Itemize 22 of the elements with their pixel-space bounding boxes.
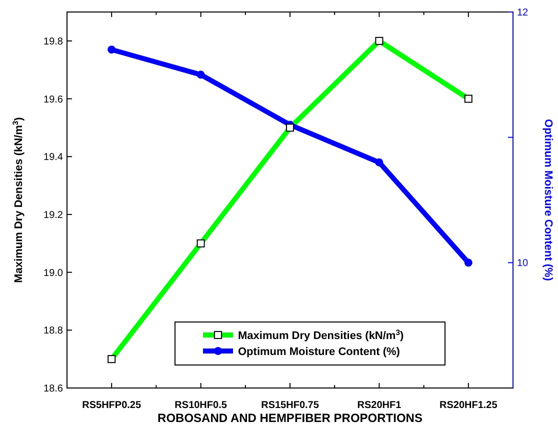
y-tick-label: 18.6 [44,384,64,394]
y2-tick-label: 12 [517,8,529,18]
y-tick-label: 19.8 [44,36,64,48]
x-axis-title: ROBOSAND AND HEMPFIBER PROPORTIONS [158,411,422,425]
x-tick-label: RS20HF1.25 [439,400,498,411]
y-tick-label: 19.4 [44,152,64,164]
point [108,46,116,54]
legend-label: Maximum Dry Densities (kN/m$^{3}$) [238,327,404,342]
x-tick-label: RS5HFP0.25 [82,400,142,411]
x-tick-label: RS20HF1 [357,400,402,411]
point [375,158,384,166]
y-tick-label: 18.8 [44,326,64,337]
y-tick-label: 19.2 [44,210,64,221]
x-tick-label: RS15HF0.75 [261,400,320,411]
y-tick-label: 19.6 [44,94,64,106]
point [196,70,205,79]
legend-label: Optimum Moisture Content (%) [238,346,400,358]
point [464,258,472,267]
y-tick-label: 19.0 [44,268,64,279]
y2-tick-label: 10 [517,258,529,270]
y2-axis-title: Optimum Moisture Content (%) [542,119,554,282]
x-tick-label: RS10HF0.5 [174,400,228,411]
